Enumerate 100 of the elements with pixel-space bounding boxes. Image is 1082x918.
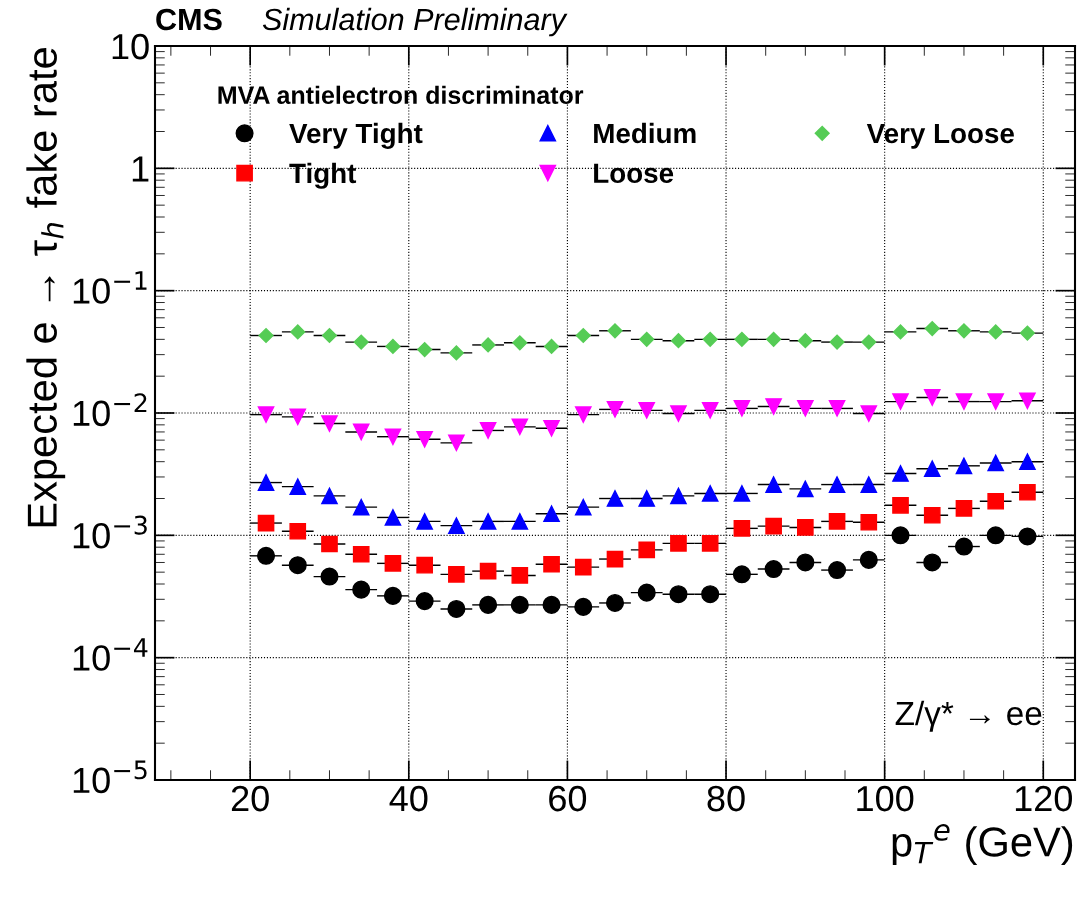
point: [480, 337, 496, 353]
point: [448, 565, 465, 583]
point: [987, 492, 1005, 510]
point: [352, 545, 370, 563]
legend-label: Tight: [289, 162, 357, 189]
point: [797, 400, 814, 417]
point: [416, 513, 433, 530]
point: [638, 541, 656, 559]
point: [701, 402, 719, 419]
point: [575, 327, 591, 344]
point: [574, 498, 592, 516]
y-tick-label: 10: [112, 33, 149, 60]
point: [733, 400, 751, 417]
point: [733, 485, 751, 502]
point: [448, 434, 465, 452]
point: [955, 457, 973, 475]
point: [605, 593, 625, 612]
point: [923, 553, 942, 572]
point: [574, 558, 592, 576]
x-tick-label: 60: [549, 785, 587, 812]
point: [479, 595, 498, 614]
point: [574, 406, 592, 423]
point: [479, 422, 497, 439]
x-tick-label: 80: [707, 785, 745, 812]
point: [288, 556, 307, 575]
point: [512, 335, 528, 351]
point: [796, 553, 815, 572]
point: [384, 509, 402, 526]
point: [639, 331, 655, 347]
point: [416, 556, 433, 574]
x-tick-label: 100: [857, 785, 914, 812]
point: [321, 327, 338, 344]
point: [1019, 325, 1035, 341]
point: [352, 423, 370, 441]
legend-label: Medium: [594, 122, 696, 144]
point: [606, 550, 624, 568]
point: [828, 476, 846, 493]
legend-label: Very Tight: [289, 122, 423, 149]
point: [320, 567, 339, 586]
point: [828, 513, 846, 530]
point: [383, 586, 402, 605]
point: [987, 393, 1005, 410]
point: [353, 334, 369, 350]
point: [892, 465, 909, 482]
point: [797, 480, 814, 498]
y-tick-label: 10$^{−4}$: [73, 638, 148, 671]
point: [764, 560, 783, 579]
point: [289, 522, 307, 540]
point: [479, 513, 497, 530]
point: [986, 526, 1005, 545]
annotation: Z/γ* → ee: [895, 700, 1042, 732]
point: [607, 323, 623, 339]
point: [415, 592, 434, 611]
point: [479, 562, 497, 580]
point: [416, 430, 433, 448]
point: [892, 393, 909, 410]
point: [892, 324, 909, 340]
x-axis-title: p$_{T}$$^{e}$ (GeV): [892, 824, 1073, 866]
point: [290, 324, 306, 340]
point: [447, 599, 466, 619]
point: [257, 514, 275, 532]
point: [417, 341, 433, 358]
y-tick-label: 10$^{−3}$: [73, 515, 147, 549]
point: [257, 546, 276, 565]
point: [511, 418, 529, 436]
point: [352, 498, 370, 516]
point: [924, 320, 940, 337]
y-tick-label: 10$^{−5}$: [73, 760, 147, 794]
point: [701, 535, 719, 552]
point: [701, 485, 719, 502]
point: [670, 405, 687, 422]
point: [321, 535, 338, 553]
x-tick-label: 20: [231, 785, 269, 812]
point: [829, 334, 845, 350]
point: [1019, 483, 1036, 501]
point: [511, 567, 529, 584]
point: [606, 401, 624, 418]
point: [828, 400, 846, 417]
point: [891, 526, 910, 545]
chart-subtitle: Simulation Preliminary: [262, 7, 568, 37]
point: [574, 597, 593, 616]
point: [828, 561, 847, 580]
y-tick-label: 1: [132, 156, 149, 182]
point: [511, 513, 529, 530]
point: [923, 460, 941, 478]
point: [257, 474, 275, 491]
point: [923, 389, 941, 406]
point: [258, 327, 274, 344]
point: [670, 535, 687, 552]
point: [448, 517, 465, 534]
y-tick-label: 10$^{−2}$: [73, 393, 147, 427]
y-axis-title: Expected e → τ$_{h}$ fake rate: [26, 48, 66, 527]
point: [765, 517, 782, 535]
point: [321, 415, 338, 432]
point: [860, 476, 878, 493]
point: [543, 555, 560, 573]
x-tick-label: 120: [1015, 785, 1072, 812]
point: [638, 402, 656, 419]
point: [797, 519, 814, 536]
point: [510, 595, 529, 614]
